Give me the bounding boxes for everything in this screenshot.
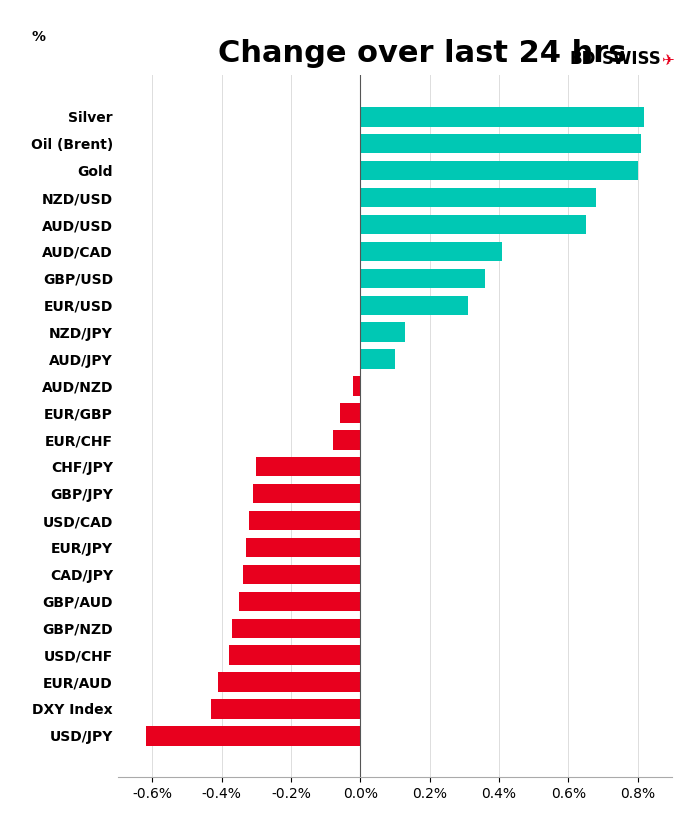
Bar xyxy=(239,592,360,611)
Text: +1.56%: +1.56% xyxy=(362,164,418,177)
Bar xyxy=(249,511,360,530)
Bar xyxy=(360,107,644,126)
Bar xyxy=(360,323,405,342)
Text: Change over last 24 hrs: Change over last 24 hrs xyxy=(218,39,626,69)
Text: SWISS: SWISS xyxy=(602,50,662,69)
Bar xyxy=(253,484,360,503)
Bar xyxy=(246,538,360,557)
Bar xyxy=(360,161,638,181)
Bar xyxy=(218,672,360,691)
Bar xyxy=(340,403,360,422)
Bar xyxy=(243,564,360,584)
Bar xyxy=(360,188,596,207)
Bar xyxy=(146,726,360,746)
Text: ✈: ✈ xyxy=(661,54,674,69)
Bar xyxy=(360,242,502,261)
Bar xyxy=(256,457,360,477)
Bar xyxy=(360,134,641,154)
Text: BD: BD xyxy=(570,50,596,69)
Bar xyxy=(211,699,360,719)
Bar xyxy=(232,619,360,638)
Text: +2.09%: +2.09% xyxy=(362,110,418,124)
Bar xyxy=(360,268,485,288)
Bar xyxy=(229,645,360,665)
Bar xyxy=(333,431,360,450)
Bar xyxy=(360,349,395,369)
Text: %: % xyxy=(32,29,46,43)
Bar xyxy=(360,296,468,315)
Bar xyxy=(360,215,586,234)
Bar xyxy=(353,376,360,395)
Text: +1.75%: +1.75% xyxy=(362,137,418,150)
